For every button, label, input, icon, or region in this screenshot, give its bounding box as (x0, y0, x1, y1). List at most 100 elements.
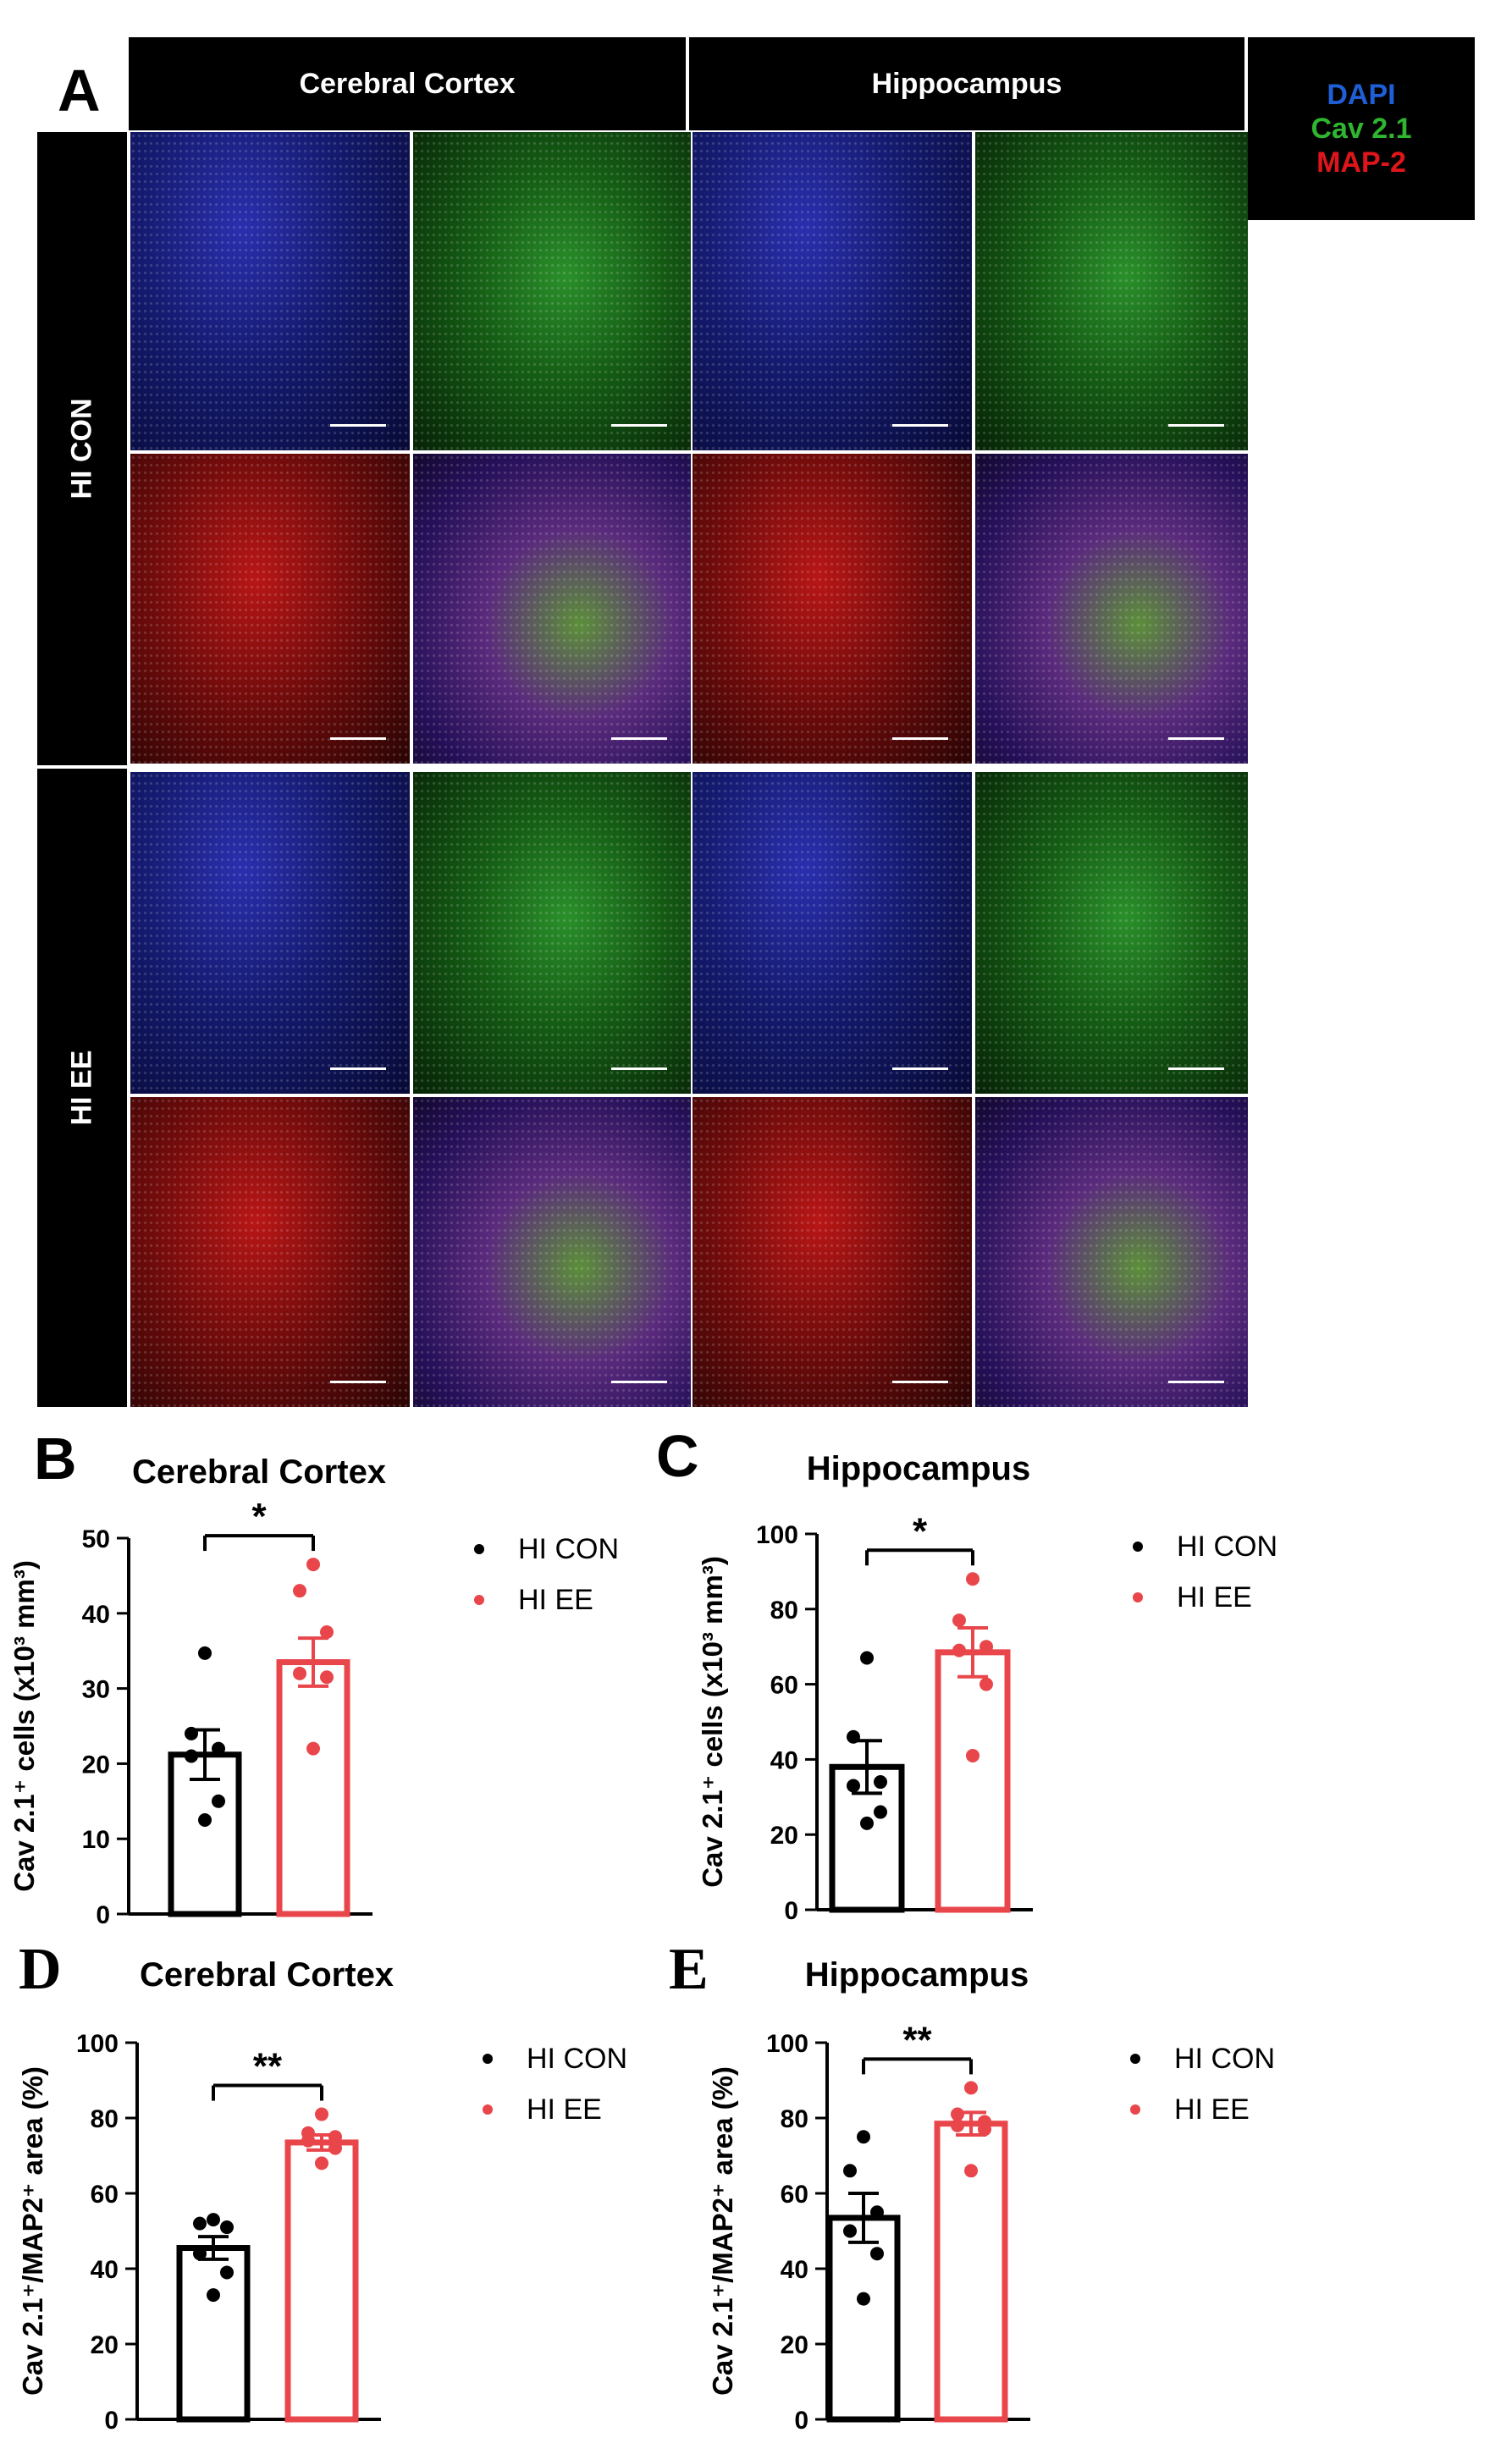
scale-bar (1168, 737, 1224, 740)
micrograph-cortex-hi-con-merge (413, 454, 691, 764)
panel-c-letter: C (656, 1423, 699, 1489)
data-point (198, 1646, 212, 1660)
bar-hi-ee (276, 1659, 350, 1917)
legend-label: HI EE (1177, 1580, 1252, 1613)
legend-label: HI CON (1174, 2042, 1275, 2075)
y-tick-label: 20 (781, 2331, 808, 2359)
micrograph-cortex-hi-ee-merge (413, 1097, 691, 1407)
row-label-hi-ee: HI EE (37, 769, 127, 1407)
data-point (293, 1584, 306, 1598)
y-tick-label: 40 (770, 1746, 798, 1774)
scale-bar (892, 1381, 948, 1383)
data-point (328, 2130, 342, 2144)
data-point (874, 1805, 887, 1819)
data-point (207, 2288, 220, 2303)
y-tick-label: 100 (766, 2030, 808, 2058)
legend-dapi: DAPI (1327, 79, 1396, 111)
y-tick-label: 20 (91, 2331, 119, 2359)
data-point (860, 1816, 874, 1830)
legend-panel-b: HI CON HI EE (474, 1524, 619, 1625)
legend-label: HI CON (518, 1532, 619, 1565)
data-point (843, 2164, 857, 2178)
y-tick-label: 100 (76, 2030, 119, 2058)
channel-legend-box: DAPI Cav 2.1 MAP-2 (1248, 37, 1475, 220)
data-point (870, 2205, 884, 2220)
data-point (966, 1748, 979, 1762)
y-tick-label: 80 (770, 1597, 798, 1624)
scale-bar (892, 424, 948, 427)
micrograph-hippocampus-hi-con-merge (975, 454, 1248, 764)
column-header-hippocampus: Hippocampus (689, 37, 1244, 130)
micrograph-hippocampus-hi-ee-merge (975, 1097, 1248, 1407)
scale-bar (330, 1067, 386, 1070)
y-tick-label: 60 (91, 2181, 119, 2209)
data-point (315, 2156, 328, 2170)
legend-dot (1130, 2104, 1140, 2115)
scale-bar (1168, 1381, 1224, 1383)
y-tick-label: 60 (781, 2181, 808, 2209)
data-point (212, 1741, 225, 1756)
micrograph-cortex-hi-ee-blue (130, 772, 410, 1094)
data-point (860, 1651, 874, 1665)
scale-bar (611, 424, 667, 427)
panel-d-letter: D (19, 1937, 62, 2002)
legend-panel-d: HI CON HI EE (483, 2033, 627, 2135)
legend-label: HI EE (527, 2093, 602, 2126)
data-point (207, 2213, 220, 2227)
data-point (964, 2164, 978, 2178)
data-point (847, 1779, 860, 1793)
data-point (952, 1643, 966, 1657)
data-point (966, 1572, 979, 1586)
legend-entry-hi-con: HI CON (1133, 1521, 1277, 1572)
data-point (220, 2265, 234, 2280)
legend-dot (474, 1595, 484, 1605)
micrograph-cortex-hi-ee-green (413, 772, 691, 1094)
y-tick-label: 20 (82, 1751, 110, 1779)
data-point (212, 1794, 225, 1808)
chart-e-hippocampus-area: Hippocampus Cav 2.1⁺/MAP2⁺ area (%) 0 20 40 6… (707, 1956, 1030, 2435)
y-axis-label: Cav 2.1⁺/MAP2⁺ area (%) (707, 2066, 738, 2396)
scale-bar (611, 737, 667, 740)
legend-entry-hi-con: HI CON (483, 2033, 627, 2084)
data-point (328, 2141, 342, 2155)
legend-label: HI CON (527, 2042, 627, 2075)
legend-map2: MAP-2 (1316, 146, 1406, 179)
scale-bar (330, 1381, 386, 1383)
data-point (320, 1670, 334, 1685)
y-tick-label: 80 (781, 2105, 808, 2133)
data-point (951, 2118, 964, 2132)
y-axis-label: Cav 2.1⁺ cells (x10³ mm³) (697, 1556, 728, 1888)
legend-entry-hi-con: HI CON (1130, 2033, 1275, 2084)
data-point (193, 2216, 207, 2231)
scale-bar (1168, 424, 1224, 427)
significance-marker: ** (253, 2046, 283, 2088)
legend-panel-c: HI CON HI EE (1133, 1521, 1277, 1623)
panel-e-letter: E (669, 1937, 709, 2002)
data-point (857, 2130, 870, 2144)
legend-panel-e: HI CON HI EE (1130, 2033, 1275, 2135)
y-tick-label: 100 (756, 1521, 798, 1549)
micrograph-hippocampus-hi-con-blue (693, 132, 972, 450)
y-tick-label: 40 (82, 1601, 110, 1629)
legend-entry-hi-con: HI CON (474, 1524, 619, 1575)
bar-hi-con (176, 2245, 251, 2423)
y-tick-label: 0 (784, 1897, 798, 1925)
y-tick-label: 40 (91, 2256, 119, 2284)
data-point (320, 1625, 334, 1639)
y-tick-label: 0 (794, 2407, 808, 2435)
y-tick-label: 50 (82, 1525, 110, 1553)
legend-entry-hi-ee: HI EE (1133, 1572, 1277, 1623)
y-tick-label: 80 (91, 2105, 119, 2133)
micrograph-hippocampus-hi-ee-green (975, 772, 1248, 1094)
legend-label: HI CON (1177, 1530, 1277, 1563)
micrograph-hippocampus-hi-ee-blue (693, 772, 972, 1094)
scale-bar (892, 737, 948, 740)
legend-dot (483, 2104, 493, 2115)
scale-bar (611, 1381, 667, 1383)
data-point (185, 1749, 198, 1763)
bar-hi-ee (935, 1649, 1011, 1913)
scale-bar (330, 737, 386, 740)
legend-entry-hi-ee: HI EE (483, 2084, 627, 2135)
scale-bar (611, 1067, 667, 1070)
chart-c-hippocampus-cells: Hippocampus Cav 2.1⁺ cells (x10³ mm³) 0 20 4… (697, 1450, 1033, 1925)
